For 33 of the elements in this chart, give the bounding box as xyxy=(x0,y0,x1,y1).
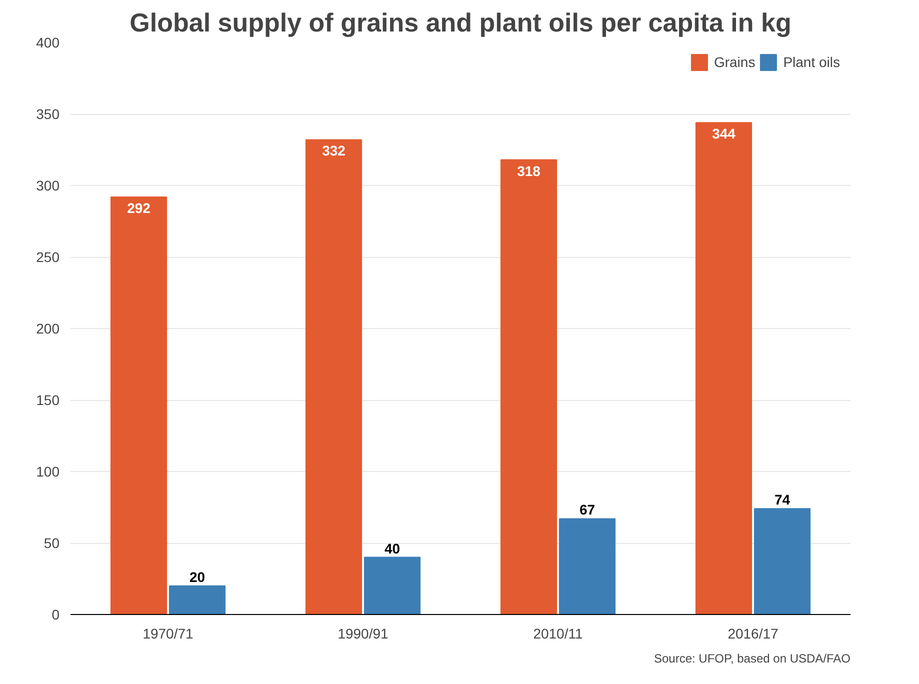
x-tick-label: 2010/11 xyxy=(533,626,583,642)
bar xyxy=(110,196,168,614)
y-tick-label: 350 xyxy=(36,106,60,122)
y-tick-label: 300 xyxy=(36,178,60,194)
y-tick-label: 200 xyxy=(36,320,60,336)
data-label: 20 xyxy=(189,568,206,585)
chart-title: Global supply of grains and plant oils per capita in kg xyxy=(130,8,792,38)
legend-label: Grains xyxy=(714,54,756,70)
x-tick-label: 2016/17 xyxy=(728,626,779,642)
y-tick-label: 100 xyxy=(36,464,60,480)
y-tick-label: 150 xyxy=(36,392,60,408)
data-label: 67 xyxy=(579,502,596,518)
bar xyxy=(558,518,616,614)
data-label: 40 xyxy=(384,540,400,556)
bar xyxy=(754,508,811,614)
y-tick-label: 50 xyxy=(44,535,60,551)
source-note: Source: UFOP, based on USDA/FAO xyxy=(654,652,851,666)
data-label: 344 xyxy=(712,126,736,142)
data-label: 318 xyxy=(517,162,541,179)
y-tick-label: 0 xyxy=(52,606,60,622)
data-label: 74 xyxy=(774,492,790,508)
y-tick-label: 250 xyxy=(36,249,60,265)
data-label: 332 xyxy=(322,142,346,159)
bar xyxy=(500,159,558,614)
bar xyxy=(168,585,226,614)
x-tick-label: 1990/91 xyxy=(338,626,389,642)
legend-label: Plant oils xyxy=(783,54,840,70)
x-tick-label: 1970/71 xyxy=(142,626,194,642)
bar xyxy=(305,139,362,614)
bar xyxy=(364,556,421,614)
data-label: 292 xyxy=(127,200,151,216)
y-tick-label: 400 xyxy=(36,34,60,50)
bar xyxy=(695,122,752,614)
